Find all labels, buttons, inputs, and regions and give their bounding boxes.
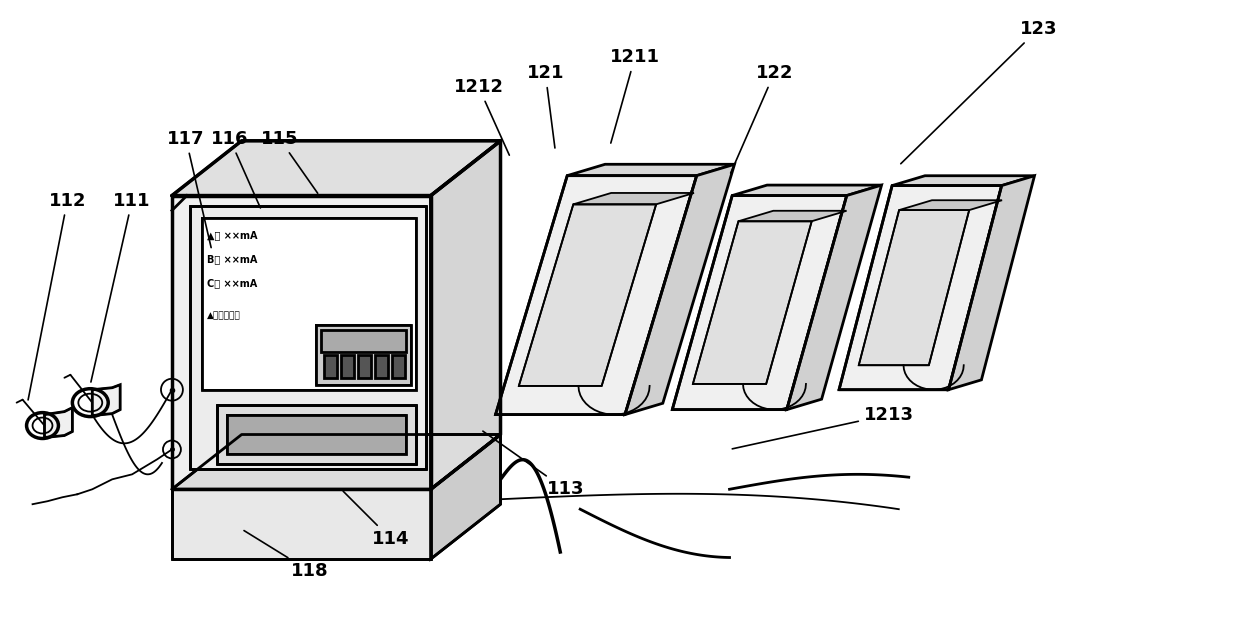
Text: 1212: 1212 (454, 78, 510, 155)
Polygon shape (190, 205, 425, 469)
Text: ▲相接地不良: ▲相接地不良 (207, 311, 241, 320)
Polygon shape (358, 355, 371, 378)
Polygon shape (739, 211, 847, 222)
Text: 113: 113 (482, 431, 584, 498)
Polygon shape (341, 355, 355, 378)
Polygon shape (172, 435, 501, 489)
Polygon shape (672, 196, 847, 410)
Polygon shape (859, 210, 970, 365)
Polygon shape (732, 185, 882, 196)
Text: 115: 115 (260, 130, 317, 193)
Polygon shape (518, 204, 656, 386)
Polygon shape (172, 196, 430, 489)
Polygon shape (325, 355, 337, 378)
Polygon shape (839, 185, 1002, 390)
Text: 118: 118 (244, 531, 329, 580)
Polygon shape (45, 408, 72, 437)
Polygon shape (625, 164, 734, 415)
Polygon shape (217, 404, 415, 464)
Polygon shape (786, 185, 882, 410)
Polygon shape (496, 176, 697, 415)
Text: 116: 116 (211, 130, 260, 208)
Polygon shape (172, 141, 501, 196)
Text: 114: 114 (343, 491, 409, 548)
Text: 123: 123 (900, 20, 1056, 164)
Text: 117: 117 (167, 130, 211, 247)
Polygon shape (430, 141, 501, 489)
Text: 1211: 1211 (610, 48, 660, 143)
Polygon shape (316, 325, 410, 384)
Text: 112: 112 (29, 191, 86, 400)
Text: 121: 121 (527, 64, 564, 148)
Polygon shape (374, 355, 388, 378)
Text: 111: 111 (91, 191, 151, 382)
Polygon shape (949, 176, 1034, 390)
Text: B相 ××mA: B相 ××mA (207, 254, 257, 264)
Polygon shape (567, 164, 734, 176)
Polygon shape (899, 200, 1002, 210)
Polygon shape (693, 222, 812, 384)
Polygon shape (573, 193, 694, 204)
Polygon shape (172, 489, 430, 559)
Polygon shape (202, 218, 415, 390)
Polygon shape (392, 355, 405, 378)
Polygon shape (227, 415, 405, 455)
Polygon shape (92, 384, 120, 415)
Text: ▲相 ××mA: ▲相 ××mA (207, 231, 257, 240)
Text: C相 ××mA: C相 ××mA (207, 278, 257, 288)
Polygon shape (892, 176, 1034, 185)
Text: 1213: 1213 (733, 406, 914, 449)
Polygon shape (430, 435, 501, 559)
Text: 122: 122 (730, 64, 794, 173)
Polygon shape (321, 330, 405, 352)
